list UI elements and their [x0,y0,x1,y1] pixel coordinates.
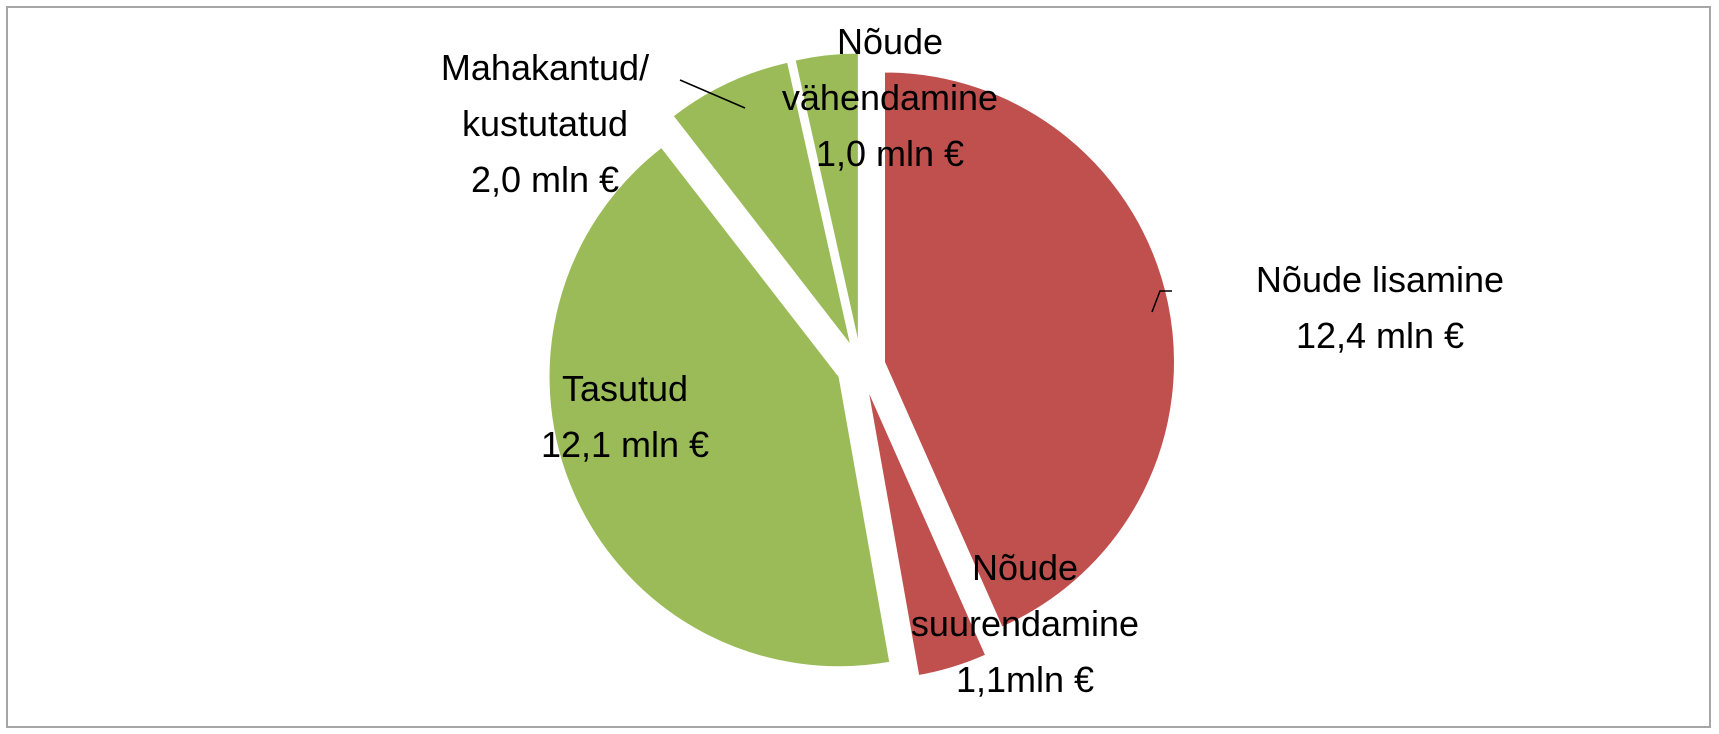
value-label: 2,0 mln € [470,159,620,200]
chart-border [6,6,1711,728]
slice-label: Tasutud 12,1 mln € [480,361,770,473]
pie-slice [867,389,987,677]
pie-slice [548,146,891,668]
slice-label: Nõude vähendamine 1,0 mln € [740,14,1040,182]
value-label: 12,4 mln € [1295,315,1465,356]
pie-slice [672,61,852,346]
value-label: 1,1mln € [955,659,1095,700]
category-label: Nõude lisamine [1255,259,1505,300]
slice-label: Nõude lisamine 12,4 mln € [1160,252,1600,364]
value-label: 12,1 mln € [540,424,710,465]
slice-label: Nõude suurendamine 1,1mln € [870,540,1180,708]
leader-line [1151,290,1172,313]
slice-label: Mahakantud/ kustutatud 2,0 mln € [395,40,695,208]
category-label: Tasutud [561,368,689,409]
category-label: Nõude suurendamine [910,547,1140,644]
value-label: 1,0 mln € [815,133,965,174]
leader-line [679,79,746,109]
pie-slice [794,52,859,344]
pie-slice [883,71,1175,628]
category-label: Nõude vähendamine [781,21,999,118]
category-label: Mahakantud/ kustutatud [440,47,650,144]
